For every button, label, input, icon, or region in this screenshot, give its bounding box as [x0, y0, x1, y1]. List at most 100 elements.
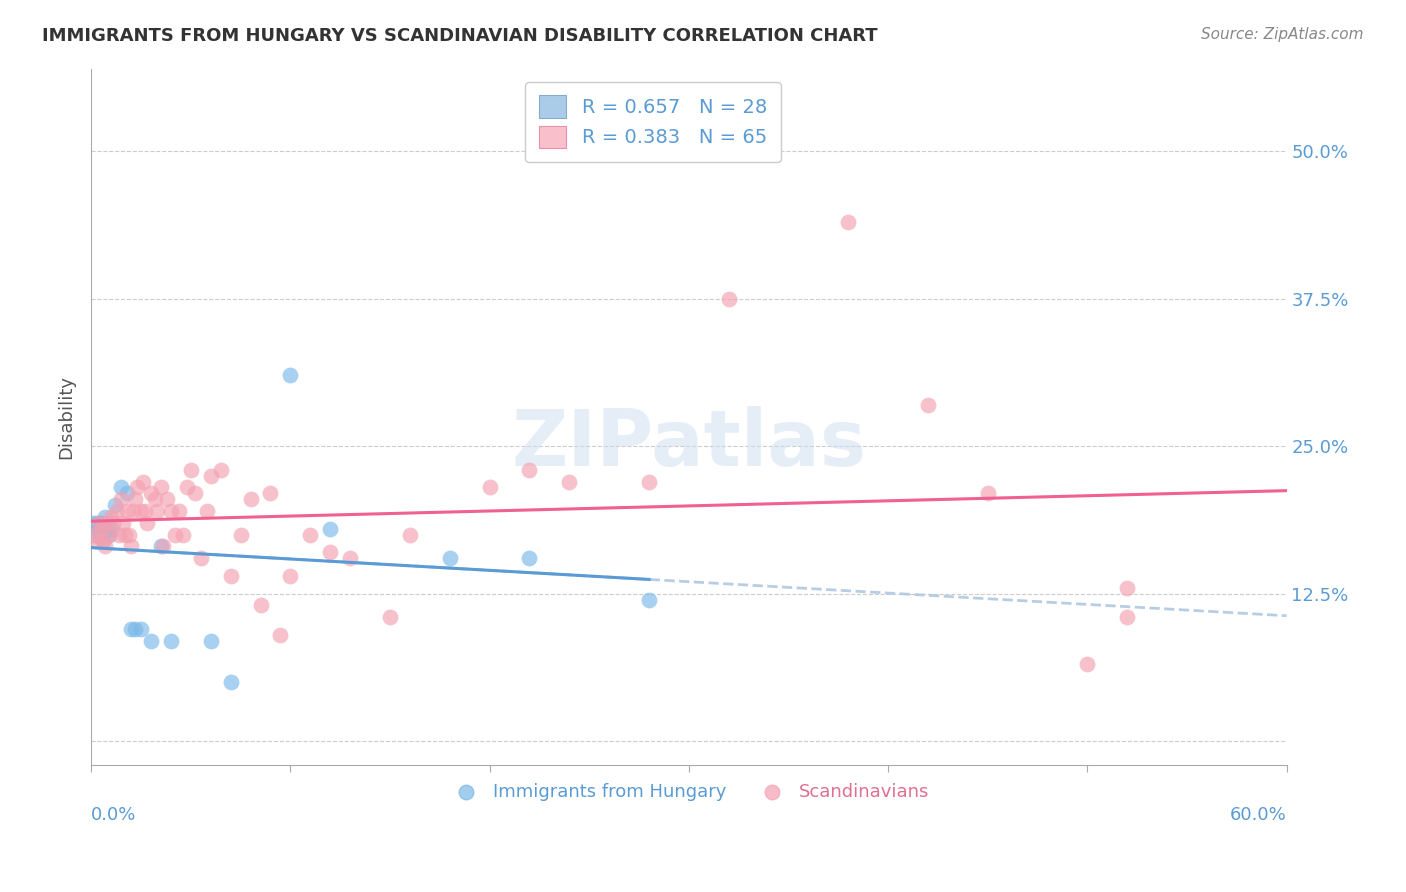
Point: [917, 398, 939, 412]
Point: [100, 522, 122, 536]
Point: [219, 569, 242, 583]
Point: [87, 522, 110, 536]
Point: [399, 527, 422, 541]
Point: [837, 215, 859, 229]
Point: [90, 516, 112, 530]
Point: [115, 504, 138, 518]
Point: [84, 527, 107, 541]
Point: [160, 504, 183, 518]
Point: [184, 486, 207, 500]
Point: [1116, 581, 1139, 595]
Point: [120, 622, 142, 636]
Point: [94, 522, 117, 536]
Point: [129, 504, 152, 518]
Point: [977, 486, 1000, 500]
Point: [94, 510, 117, 524]
Point: [280, 569, 302, 583]
Y-axis label: Disability: Disability: [58, 375, 75, 458]
Point: [82, 516, 104, 530]
Point: [378, 610, 401, 624]
Text: 0.0%: 0.0%: [91, 806, 136, 824]
Point: [239, 492, 262, 507]
Text: Source: ZipAtlas.com: Source: ZipAtlas.com: [1201, 27, 1364, 42]
Point: [269, 628, 291, 642]
Point: [149, 540, 172, 554]
Point: [96, 516, 118, 530]
Point: [139, 633, 162, 648]
Point: [149, 480, 172, 494]
Point: [101, 516, 124, 530]
Point: [319, 545, 342, 559]
Point: [156, 492, 179, 507]
Point: [98, 527, 121, 541]
Point: [167, 504, 190, 518]
Point: [143, 492, 166, 507]
Point: [120, 540, 142, 554]
Point: [115, 486, 138, 500]
Point: [339, 551, 361, 566]
Point: [90, 522, 112, 536]
Point: [558, 475, 581, 489]
Point: [125, 480, 148, 494]
Text: IMMIGRANTS FROM HUNGARY VS SCANDINAVIAN DISABILITY CORRELATION CHART: IMMIGRANTS FROM HUNGARY VS SCANDINAVIAN …: [42, 27, 877, 45]
Point: [104, 498, 127, 512]
Point: [519, 463, 541, 477]
Point: [200, 468, 222, 483]
Text: 60.0%: 60.0%: [1230, 806, 1286, 824]
Point: [122, 504, 145, 518]
Point: [163, 527, 186, 541]
Point: [1116, 610, 1139, 624]
Point: [136, 516, 159, 530]
Point: [139, 486, 162, 500]
Point: [86, 516, 108, 530]
Point: [319, 522, 342, 536]
Point: [134, 504, 156, 518]
Point: [249, 599, 271, 613]
Point: [112, 516, 135, 530]
Point: [100, 510, 122, 524]
Point: [280, 368, 302, 383]
Text: ZIPatlas: ZIPatlas: [512, 407, 866, 483]
Point: [124, 622, 146, 636]
Point: [91, 533, 114, 548]
Point: [110, 480, 132, 494]
Point: [299, 527, 322, 541]
Point: [519, 551, 541, 566]
Point: [1076, 657, 1098, 672]
Point: [195, 504, 218, 518]
Point: [87, 516, 110, 530]
Point: [84, 527, 107, 541]
Point: [98, 527, 121, 541]
Point: [190, 551, 212, 566]
Point: [219, 675, 242, 690]
Point: [209, 463, 232, 477]
Point: [146, 504, 169, 518]
Point: [160, 633, 183, 648]
Point: [176, 480, 198, 494]
Point: [638, 592, 661, 607]
Point: [114, 527, 136, 541]
Point: [478, 480, 501, 494]
Point: [200, 633, 222, 648]
Point: [96, 516, 118, 530]
Point: [152, 540, 174, 554]
Point: [229, 527, 252, 541]
Point: [86, 533, 108, 548]
Point: [108, 527, 131, 541]
Point: [132, 475, 155, 489]
Point: [717, 292, 740, 306]
Point: [259, 486, 281, 500]
Point: [129, 622, 152, 636]
Legend: Immigrants from Hungary, Scandinavians: Immigrants from Hungary, Scandinavians: [441, 775, 936, 808]
Point: [180, 463, 202, 477]
Point: [172, 527, 194, 541]
Point: [105, 504, 128, 518]
Point: [90, 527, 112, 541]
Point: [439, 551, 461, 566]
Point: [94, 540, 117, 554]
Point: [638, 475, 661, 489]
Point: [118, 527, 141, 541]
Point: [110, 492, 132, 507]
Point: [91, 533, 114, 548]
Point: [124, 492, 146, 507]
